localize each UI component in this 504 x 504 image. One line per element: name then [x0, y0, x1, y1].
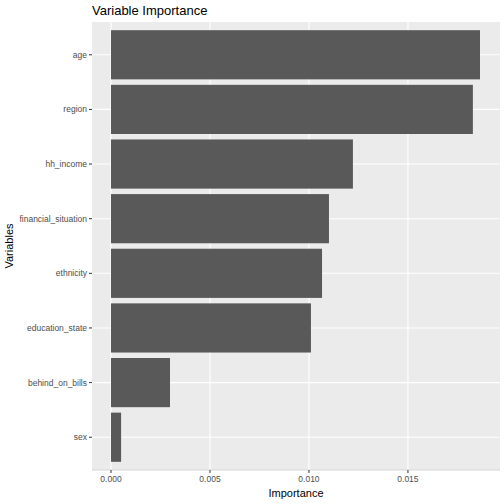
x-axis-title: Importance — [268, 487, 323, 499]
bar — [111, 30, 480, 79]
chart-container: 0.000 0.005 0.010 0.015 age region hh_incomefi… — [0, 0, 504, 504]
bar — [111, 358, 170, 407]
grid-line-y — [92, 437, 500, 438]
y-tick-label: sex — [74, 432, 88, 442]
y-axis-title: Variables — [3, 223, 15, 269]
bar — [111, 194, 329, 243]
y-tick-label: behind_on_bills — [28, 378, 87, 388]
y-tick — [89, 382, 92, 383]
bar — [111, 249, 322, 298]
x-tick — [209, 470, 210, 473]
y-tick-label: region — [63, 104, 87, 114]
y-tick — [89, 437, 92, 438]
panel-background — [92, 22, 500, 470]
x-tick-label: 0.000 — [100, 474, 122, 484]
y-tick-label: ethnicity — [56, 268, 88, 278]
chart: 0.000 0.005 0.010 0.015 age region hh_incomefi… — [0, 0, 504, 504]
y-tick — [89, 164, 92, 165]
bars — [111, 30, 480, 462]
y-tick — [89, 273, 92, 274]
bar — [111, 303, 311, 352]
x-tick-label: 0.005 — [199, 474, 221, 484]
bar — [111, 139, 353, 188]
y-tick — [89, 109, 92, 110]
y-tick — [89, 54, 92, 55]
x-tick-label: 0.015 — [397, 474, 419, 484]
x-axis-line — [92, 470, 500, 471]
bar — [111, 413, 121, 462]
x-tick — [111, 470, 112, 473]
y-tick-label: hh_income — [45, 159, 87, 169]
y-tick-label: financial_situation — [19, 214, 87, 224]
y-tick-label: age — [73, 50, 87, 60]
bar — [111, 85, 473, 134]
chart-title: Variable Importance — [92, 3, 207, 18]
y-tick-label: education_state — [27, 323, 87, 333]
y-tick — [89, 327, 92, 328]
y-tick — [89, 218, 92, 219]
x-tick — [407, 470, 408, 473]
x-tick-label: 0.010 — [298, 474, 320, 484]
x-tick — [308, 470, 309, 473]
